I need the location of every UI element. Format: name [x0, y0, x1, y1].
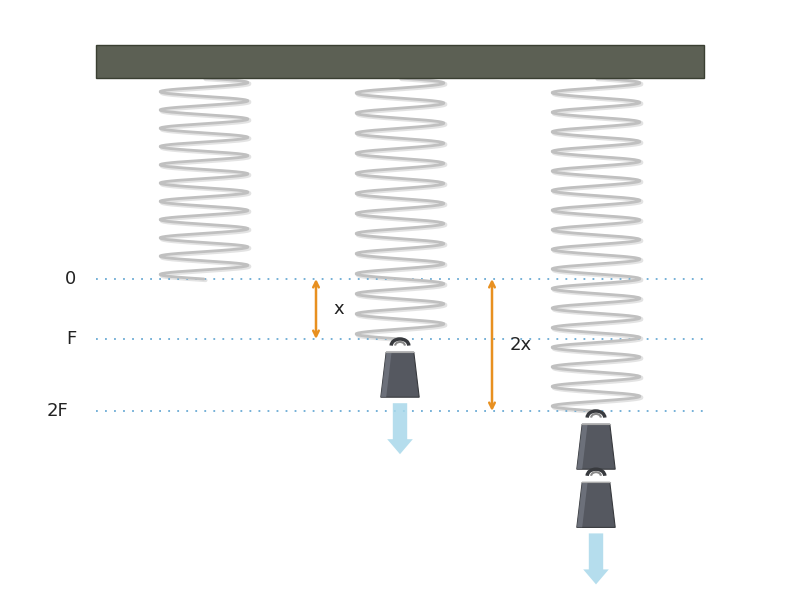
FancyArrow shape	[583, 533, 609, 584]
Text: 2F: 2F	[46, 402, 68, 420]
Polygon shape	[577, 424, 587, 469]
Text: 2x: 2x	[510, 336, 532, 354]
Text: F: F	[66, 330, 76, 348]
Polygon shape	[577, 424, 615, 469]
Polygon shape	[381, 352, 391, 397]
Polygon shape	[381, 352, 419, 397]
FancyArrow shape	[387, 403, 413, 454]
Polygon shape	[577, 482, 587, 527]
Text: x: x	[334, 300, 344, 318]
Text: 0: 0	[65, 270, 76, 288]
FancyBboxPatch shape	[96, 45, 704, 78]
Polygon shape	[577, 482, 615, 527]
